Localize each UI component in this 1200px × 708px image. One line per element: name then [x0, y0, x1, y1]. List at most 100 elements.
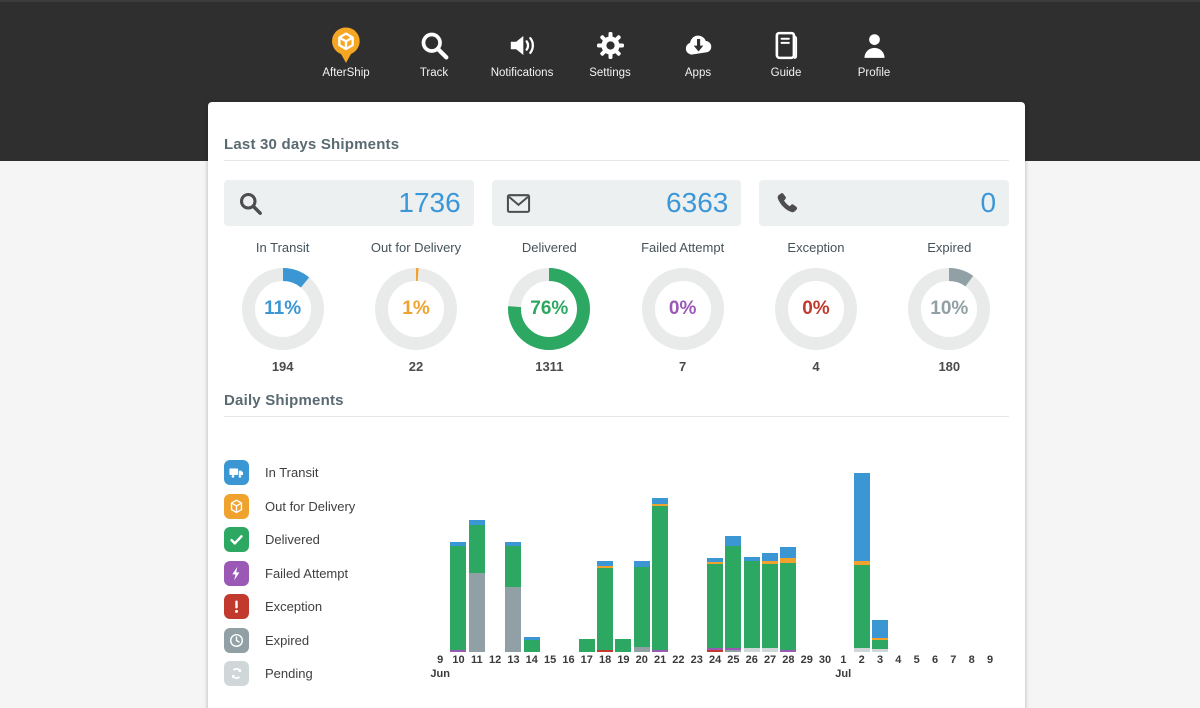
sync-icon — [224, 661, 249, 686]
bar-jul-3[interactable] — [872, 619, 889, 652]
bar-segment-delivered — [505, 546, 522, 587]
status-percent: 10% — [930, 298, 969, 319]
chart-slot-21 — [816, 440, 834, 652]
nav-item-label: Notifications — [490, 67, 554, 79]
bar-segment-delivered — [523, 639, 540, 652]
chart-slot-29 — [963, 440, 981, 652]
legend-item-in-transit[interactable]: In Transit — [224, 460, 355, 485]
x-axis-tick: 15 — [544, 654, 557, 666]
status-donut-failed-attempt: Failed Attempt 0% 7 — [616, 240, 749, 374]
bar-segment-in-transit — [707, 558, 724, 562]
bar-jun-26[interactable] — [743, 556, 760, 652]
chart-slot-15 — [706, 440, 724, 652]
donut-chart: 0% — [774, 267, 858, 351]
bar-jun-13[interactable] — [505, 542, 522, 652]
bar-jun-14[interactable] — [523, 637, 540, 652]
chart-slot-2 — [468, 440, 486, 652]
status-count: 194 — [271, 359, 294, 374]
x-axis-tick: 27 — [763, 654, 777, 666]
bar-jun-10[interactable] — [450, 541, 467, 652]
box-icon — [224, 493, 249, 519]
bar-segment-delivered — [853, 564, 870, 649]
donut-chart: 11% — [241, 267, 325, 351]
x-axis-tick: 1 — [840, 654, 847, 666]
nav-item-settings[interactable]: Settings — [582, 26, 638, 79]
nav-item-apps[interactable]: Apps — [670, 26, 726, 79]
bar-jun-18[interactable] — [597, 561, 614, 652]
chart-slot-23 — [853, 440, 871, 652]
bar-segment-expired — [725, 649, 742, 652]
chart-month-labels: Jun Jul — [430, 668, 999, 682]
x-axis-tick: 22 — [672, 654, 685, 666]
bar-jun-11[interactable] — [468, 520, 485, 652]
x-axis-month-label: Jul — [835, 668, 852, 680]
legend-item-failed-attempt[interactable]: Failed Attempt — [224, 560, 355, 586]
x-axis-tick: 5 — [913, 654, 920, 666]
nav-item-profile[interactable]: Profile — [846, 26, 902, 79]
nav-item-label: AfterShip — [322, 67, 370, 79]
bar-segment-in-transit — [523, 637, 540, 640]
bar-segment-delivered — [615, 638, 632, 652]
chart-slot-14 — [688, 440, 706, 652]
bar-jun-20[interactable] — [633, 561, 650, 652]
legend-item-delivered[interactable]: Delivered — [224, 527, 355, 552]
bar-segment-exception — [707, 649, 724, 652]
legend-item-out-for-delivery[interactable]: Out for Delivery — [224, 493, 355, 519]
status-label: Expired — [927, 240, 972, 255]
stat-box-search: 1736 — [224, 180, 474, 226]
bar-jun-21[interactable] — [652, 497, 669, 652]
status-count: 7 — [679, 359, 687, 374]
bar-segment-out-for-delivery — [853, 561, 870, 565]
bar-segment-delivered — [652, 506, 669, 650]
bar-jun-27[interactable] — [762, 553, 779, 652]
nav-item-aftership[interactable]: AfterShip — [318, 26, 374, 79]
donut-chart: 0% — [641, 267, 725, 351]
x-axis-month-label: Jun — [430, 668, 450, 680]
status-percent: 76% — [530, 298, 569, 319]
nav-item-notifications[interactable]: Notifications — [491, 26, 553, 79]
bar-jul-2[interactable] — [853, 473, 870, 652]
x-axis-tick: 10 — [452, 654, 465, 666]
bar-jun-17[interactable] — [578, 638, 595, 652]
bar-jun-24[interactable] — [707, 558, 724, 652]
stat-value: 6363 — [666, 187, 729, 218]
status-label: Out for Delivery — [370, 240, 462, 255]
bar-segment-delivered — [780, 562, 797, 650]
bar-segment-delivered — [872, 639, 889, 650]
legend-item-exception[interactable]: Exception — [224, 594, 355, 619]
bar-jun-25[interactable] — [725, 535, 742, 652]
legend-label: Delivered — [265, 532, 320, 547]
truck-icon — [224, 460, 249, 485]
bar-segment-in-transit — [597, 561, 614, 566]
bar-segment-delivered — [707, 564, 724, 648]
bar-segment-out-for-delivery — [872, 637, 889, 640]
chart-slot-0 — [431, 440, 449, 652]
search-icon — [237, 190, 264, 217]
legend-item-expired[interactable]: Expired — [224, 627, 355, 653]
nav-item-track[interactable]: Track — [406, 26, 462, 79]
bar-segment-in-transit — [872, 619, 889, 638]
status-label: Exception — [787, 240, 845, 255]
chart-slot-3 — [486, 440, 504, 652]
x-axis-tick: 9 — [986, 654, 994, 666]
divider — [224, 160, 1009, 161]
status-count: 22 — [408, 359, 424, 374]
status-percent: 1% — [402, 298, 430, 319]
status-count: 180 — [938, 359, 961, 374]
donut-chart: 10% — [907, 267, 991, 351]
bar-jun-28[interactable] — [780, 546, 797, 652]
x-axis-tick: 6 — [931, 654, 939, 666]
divider — [224, 416, 1009, 417]
last30-section-title: Last 30 days Shipments — [224, 136, 400, 153]
bar-jun-19[interactable] — [615, 638, 632, 652]
chart-slot-24 — [871, 440, 889, 652]
donut-chart: 1% — [374, 267, 458, 351]
bar-segment-pending — [853, 648, 870, 652]
chart-slot-12 — [651, 440, 669, 652]
chart-slot-22 — [834, 440, 852, 652]
nav-item-label: Guide — [770, 67, 802, 79]
legend-item-pending[interactable]: Pending — [224, 661, 355, 686]
donut-ring — [508, 268, 591, 350]
x-axis-tick: 12 — [489, 654, 502, 666]
nav-item-guide[interactable]: Guide — [758, 26, 814, 79]
